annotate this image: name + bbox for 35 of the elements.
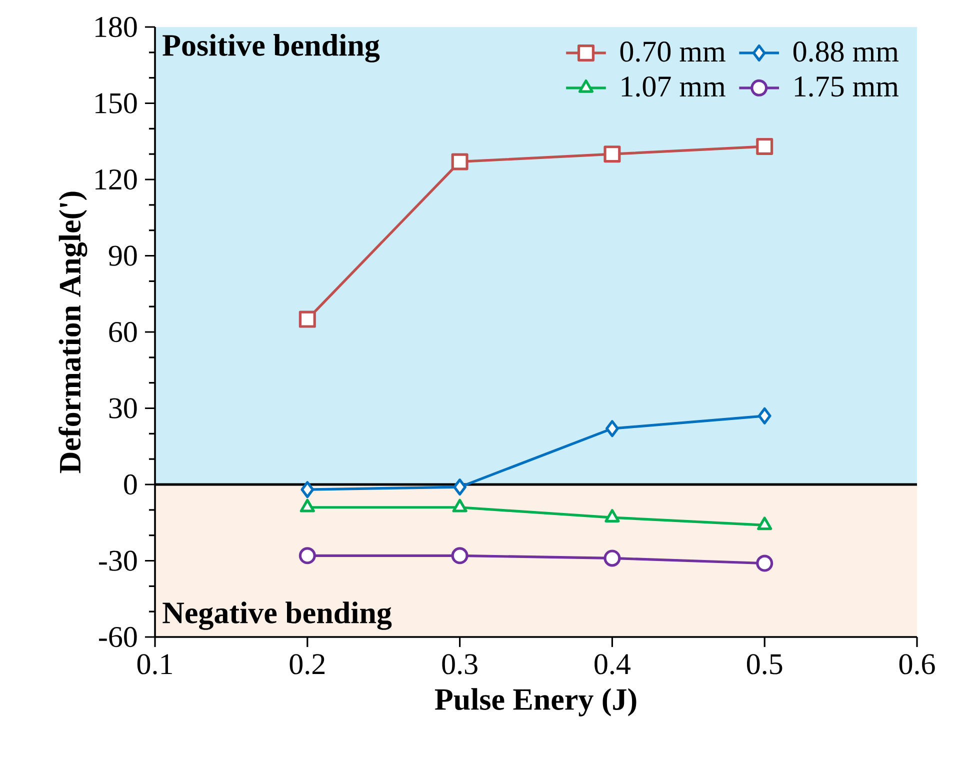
point: [758, 407, 772, 424]
legend-label: 1.07 mm: [622, 76, 726, 97]
band-label: Negative bending: [162, 602, 392, 630]
legend-label: 0.70 mm: [620, 42, 726, 62]
x-tick-label: 0.6: [899, 654, 935, 674]
x-axis-title: Pulse Enery (J): [434, 688, 636, 716]
y-tick-label: 60: [109, 322, 137, 342]
legend-label: 1.75 mm: [794, 76, 899, 97]
point: [453, 478, 466, 496]
point: [604, 550, 621, 567]
point: [604, 146, 621, 163]
point: [298, 547, 316, 564]
legend-label: 0.88 mm: [793, 42, 899, 62]
point: [606, 420, 619, 438]
point: [451, 153, 468, 170]
x-tick-label: 0.2: [290, 654, 324, 674]
point: [298, 310, 316, 328]
x-tick-label: 0.5: [746, 654, 782, 674]
y-tick-label: -60: [99, 626, 137, 648]
y-tick-label: 120: [96, 169, 137, 190]
y-tick-label: 180: [96, 16, 137, 38]
y-tick-label: -30: [99, 550, 137, 571]
y-tick-label: 30: [109, 398, 137, 418]
point: [756, 138, 774, 155]
y-axis-title: Deformation Angle('): [58, 192, 88, 474]
x-tick-label: 0.4: [594, 654, 630, 674]
x-tick-label: 0.1: [137, 654, 172, 674]
point: [451, 547, 468, 564]
point: [756, 554, 774, 572]
x-tick-label: 0.3: [442, 654, 478, 674]
band-label: Positive bending: [162, 34, 380, 62]
y-tick-label: 0: [124, 474, 137, 495]
y-tick-label: 150: [96, 93, 137, 114]
point: [300, 481, 314, 498]
y-tick-label: 90: [108, 246, 137, 266]
